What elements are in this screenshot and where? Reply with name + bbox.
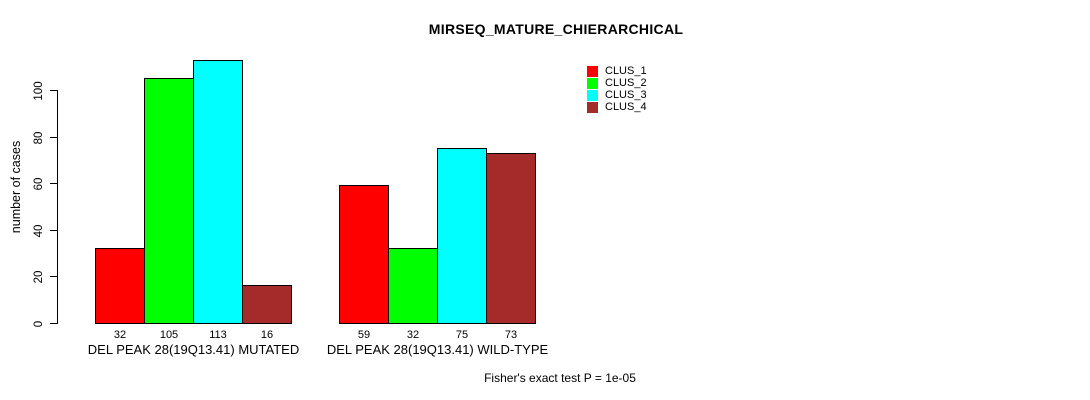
bar-value-label: 32	[406, 329, 420, 341]
bar-clus_3-group1	[193, 60, 243, 324]
chart-title: MIRSEQ_MATURE_CHIERARCHICAL	[428, 21, 684, 37]
legend-row: CLUS_4	[587, 101, 647, 113]
y-tick-label: 80	[33, 131, 45, 144]
legend-row: CLUS_1	[587, 65, 647, 77]
y-tick	[50, 90, 57, 91]
y-tick-label: 0	[33, 320, 45, 327]
legend-swatch-clus_1	[587, 65, 598, 77]
legend-row: CLUS_3	[587, 89, 647, 101]
bar-clus_4-group2	[486, 153, 536, 324]
annotation-text: Fisher's exact test P = 1e-05	[484, 371, 636, 385]
bar-clus_4-group1	[242, 285, 292, 324]
y-tick	[50, 323, 57, 324]
y-tick-label: 100	[33, 80, 45, 101]
bar-value-label: 105	[159, 329, 179, 341]
y-tick	[50, 276, 57, 277]
bar-clus_3-group2	[437, 148, 487, 324]
legend-row: CLUS_2	[587, 77, 647, 89]
y-tick	[50, 183, 57, 184]
legend-label: CLUS_2	[605, 77, 647, 89]
y-tick-label: 20	[33, 270, 45, 283]
y-axis-line	[57, 90, 58, 324]
bar-value-label: 16	[260, 329, 274, 341]
y-tick	[50, 137, 57, 138]
group-label: DEL PEAK 28(19Q13.41) MUTATED	[87, 342, 300, 357]
bar-value-label: 32	[113, 329, 127, 341]
bar-clus_1-group2	[339, 185, 389, 324]
y-tick	[50, 230, 57, 231]
y-tick-label: 60	[33, 177, 45, 190]
legend-label: CLUS_3	[605, 89, 647, 101]
y-axis-label: number of cases	[9, 140, 23, 234]
legend-label: CLUS_4	[605, 101, 647, 113]
bar-value-label: 75	[455, 329, 469, 341]
legend-label: CLUS_1	[605, 65, 647, 77]
legend-swatch-clus_3	[587, 89, 598, 101]
bar-value-label: 59	[357, 329, 371, 341]
legend: CLUS_1 CLUS_2 CLUS_3 CLUS_4	[587, 65, 647, 113]
group-label: DEL PEAK 28(19Q13.41) WILD-TYPE	[326, 342, 549, 357]
bar-clus_1-group1	[95, 248, 145, 324]
bar-clus_2-group1	[144, 78, 194, 324]
bar-value-label: 73	[504, 329, 518, 341]
legend-swatch-clus_4	[587, 101, 598, 113]
bar-value-label: 113	[209, 329, 227, 341]
y-tick-label: 40	[33, 224, 45, 237]
bar-clus_2-group2	[388, 248, 438, 324]
legend-swatch-clus_2	[587, 77, 598, 89]
